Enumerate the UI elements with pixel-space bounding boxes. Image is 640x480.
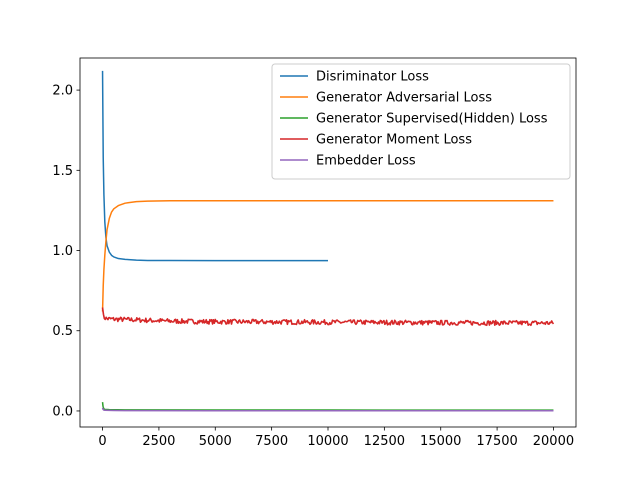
x-tick-label: 12500 [364,434,405,449]
x-axis: 0 2500 5000 7500 10000 12500 15000 17500 20000 [98,427,574,449]
x-tick-label: 17500 [476,434,517,449]
legend-box [271,63,571,180]
legend-label: Generator Moment Loss [316,133,472,148]
x-tick-label: 15000 [420,434,461,449]
x-tick-label: 5000 [199,434,232,449]
y-tick-label: 1.5 [52,164,73,179]
x-tick-label: 10000 [307,434,348,449]
y-tick-label: 0.0 [52,404,73,419]
y-tick-label: 2.0 [52,84,73,99]
series-line-0 [101,70,328,262]
x-tick-label: 7500 [255,434,288,449]
series-line-4 [101,407,554,412]
legend-label: Disriminator Loss [316,70,429,85]
y-tick-label: 1.0 [52,244,73,259]
x-tick-label: 0 [98,434,106,449]
series-line-3 [101,307,555,327]
x-tick-label: 2500 [142,434,175,449]
legend-label: Generator Supervised(Hidden) Loss [316,112,548,127]
legend-label: Embedder Loss [316,154,416,169]
y-tick-label: 0.5 [52,324,73,339]
legend-label: Generator Adversarial Loss [316,91,492,106]
series-line-1 [101,200,554,312]
y-axis: 0.0 0.5 1.0 1.5 2.0 [52,84,80,419]
plot-area [79,57,577,428]
x-tick-label: 20000 [533,434,574,449]
legend: Disriminator Loss Generator Adversarial L… [271,63,571,180]
